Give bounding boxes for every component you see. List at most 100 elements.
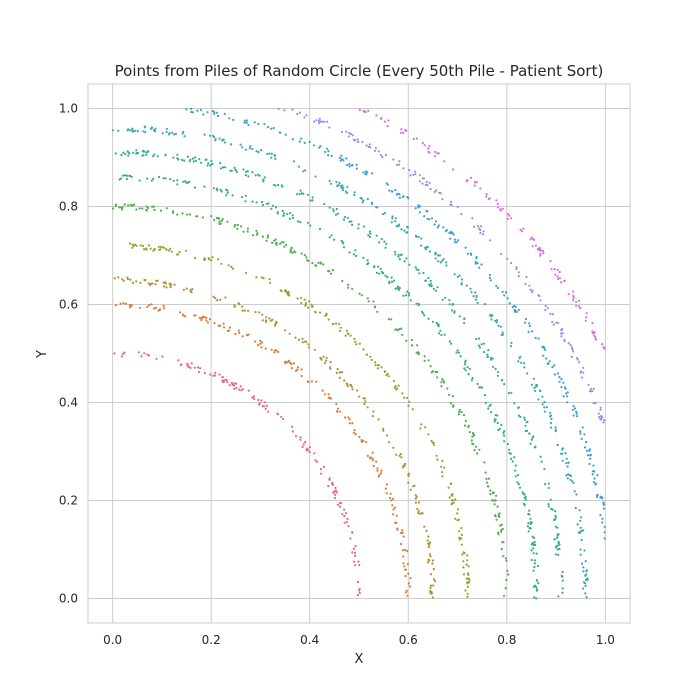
data-point	[406, 563, 409, 566]
data-point	[394, 217, 397, 220]
data-point	[374, 361, 377, 364]
data-point	[503, 430, 506, 433]
data-point	[488, 276, 491, 279]
data-point	[121, 208, 124, 211]
data-point	[399, 253, 403, 257]
data-point	[172, 210, 175, 213]
data-point	[582, 570, 585, 573]
data-point	[165, 286, 168, 289]
data-point	[505, 578, 508, 582]
data-point	[463, 424, 467, 427]
data-point	[165, 127, 168, 130]
data-point	[415, 495, 418, 498]
data-point	[520, 230, 524, 233]
data-point	[322, 263, 325, 266]
data-point	[144, 278, 147, 282]
data-point	[591, 330, 594, 333]
data-point	[114, 152, 117, 155]
data-point	[504, 291, 508, 294]
data-point	[570, 355, 573, 358]
data-point	[310, 305, 314, 308]
data-point	[248, 147, 251, 150]
data-point	[506, 257, 509, 260]
data-point	[152, 128, 155, 132]
data-point	[601, 343, 604, 346]
data-point	[442, 226, 445, 229]
data-point	[500, 423, 503, 427]
data-point	[249, 145, 252, 148]
data-point	[554, 525, 558, 528]
data-point	[536, 384, 539, 387]
data-point	[465, 577, 468, 580]
data-point	[467, 573, 470, 577]
data-point	[328, 477, 331, 480]
data-point	[286, 291, 289, 295]
data-point	[340, 371, 344, 374]
data-point	[391, 280, 394, 283]
data-point	[272, 127, 275, 130]
data-point	[531, 245, 534, 248]
data-point	[325, 356, 328, 359]
data-point	[138, 207, 141, 210]
data-point	[561, 587, 564, 590]
data-point	[471, 217, 474, 220]
data-point	[400, 327, 403, 330]
data-point	[397, 288, 400, 291]
data-point	[543, 401, 546, 404]
data-point	[485, 195, 488, 198]
data-point	[528, 432, 531, 435]
data-point	[401, 333, 404, 336]
data-point	[558, 543, 561, 546]
data-point	[480, 263, 483, 266]
data-point	[480, 343, 483, 346]
data-point	[301, 337, 304, 340]
data-point	[176, 153, 179, 156]
data-point	[430, 285, 433, 288]
data-point	[379, 117, 383, 120]
data-point	[401, 195, 405, 198]
data-point	[499, 209, 502, 212]
chart-title: Points from Piles of Random Circle (Ever…	[115, 62, 604, 80]
data-point	[283, 109, 286, 112]
data-point	[598, 416, 601, 419]
data-point	[464, 589, 467, 592]
data-point	[343, 215, 347, 219]
data-point	[226, 220, 229, 223]
data-point	[203, 372, 207, 375]
data-point	[582, 529, 585, 532]
data-point	[342, 218, 346, 221]
data-point	[484, 401, 487, 404]
data-point	[268, 281, 272, 284]
data-point	[561, 591, 564, 594]
data-point	[458, 536, 461, 539]
data-point	[478, 346, 482, 349]
data-point	[460, 410, 463, 414]
data-point	[273, 349, 276, 352]
data-point	[427, 433, 430, 436]
data-point	[501, 378, 504, 382]
data-point	[135, 280, 138, 283]
data-point	[289, 250, 292, 253]
data-point	[429, 187, 432, 191]
data-point	[460, 533, 463, 537]
data-point	[154, 283, 157, 286]
data-point	[123, 351, 126, 354]
data-point	[311, 199, 314, 202]
data-point	[339, 501, 343, 505]
data-point	[551, 320, 554, 324]
data-point	[452, 405, 455, 408]
data-point	[199, 109, 203, 112]
data-point	[164, 177, 167, 180]
data-point	[172, 156, 175, 159]
data-point	[371, 459, 374, 462]
data-point	[401, 529, 404, 532]
data-point	[462, 566, 465, 569]
data-point	[328, 126, 331, 129]
data-point	[274, 184, 277, 187]
data-point	[398, 286, 401, 290]
data-point	[213, 112, 216, 115]
data-point	[247, 309, 250, 312]
data-point	[427, 317, 430, 320]
data-point	[244, 148, 247, 151]
data-point	[423, 215, 426, 218]
